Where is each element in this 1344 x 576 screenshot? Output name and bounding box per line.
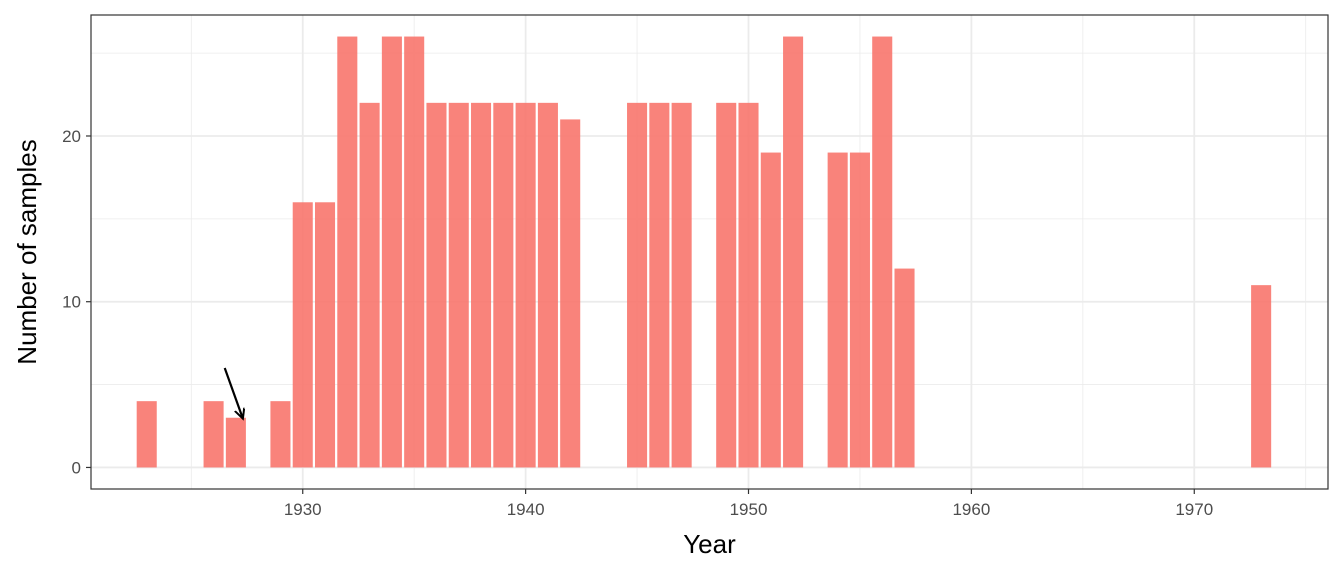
x-axis-title: Year [683, 529, 736, 559]
bar-1926 [203, 401, 224, 468]
bar-1973 [1251, 285, 1272, 468]
bar-1934 [381, 36, 402, 468]
bar-1933 [359, 102, 380, 468]
y-tick-label: 20 [62, 127, 81, 146]
x-tick-label: 1940 [507, 500, 545, 519]
bar-1930 [292, 202, 313, 468]
plot-panel-border [90, 14, 1329, 490]
y-tick-label: 10 [62, 293, 81, 312]
bars [136, 36, 1272, 468]
x-tick-label: 1950 [730, 500, 768, 519]
bar-1956 [872, 36, 893, 468]
bar-1949 [716, 102, 737, 468]
bar-1929 [270, 401, 291, 468]
annotation-arrow [223, 367, 243, 418]
bar-1955 [849, 152, 870, 468]
bar-1940 [515, 102, 536, 468]
bar-1954 [827, 152, 848, 468]
bar-1942 [560, 119, 581, 468]
y-axis: 0 10 20 [62, 127, 91, 477]
bar-1932 [337, 36, 358, 468]
bar-1945 [627, 102, 648, 468]
bar-1935 [404, 36, 425, 468]
x-axis: 1930 1940 1950 1960 1970 [284, 489, 1213, 519]
bar-1923 [136, 401, 157, 468]
x-tick-label: 1960 [952, 500, 990, 519]
bar-1947 [671, 102, 692, 468]
bar-1941 [537, 102, 558, 468]
bar-1957 [894, 268, 915, 468]
x-tick-label: 1970 [1175, 500, 1213, 519]
annotations [223, 367, 243, 418]
bar-1938 [471, 102, 492, 468]
bar-1936 [426, 102, 447, 468]
bar-1939 [493, 102, 514, 468]
y-axis-title: Number of samples [12, 139, 42, 364]
bar-1951 [760, 152, 781, 468]
x-tick-label: 1930 [284, 500, 322, 519]
y-tick-label: 0 [72, 458, 81, 477]
bar-1950 [738, 102, 759, 468]
bar-1946 [649, 102, 670, 468]
bar-1952 [783, 36, 804, 468]
bar-1937 [448, 102, 469, 468]
bar-1931 [314, 202, 336, 468]
bar-1927 [225, 417, 246, 468]
